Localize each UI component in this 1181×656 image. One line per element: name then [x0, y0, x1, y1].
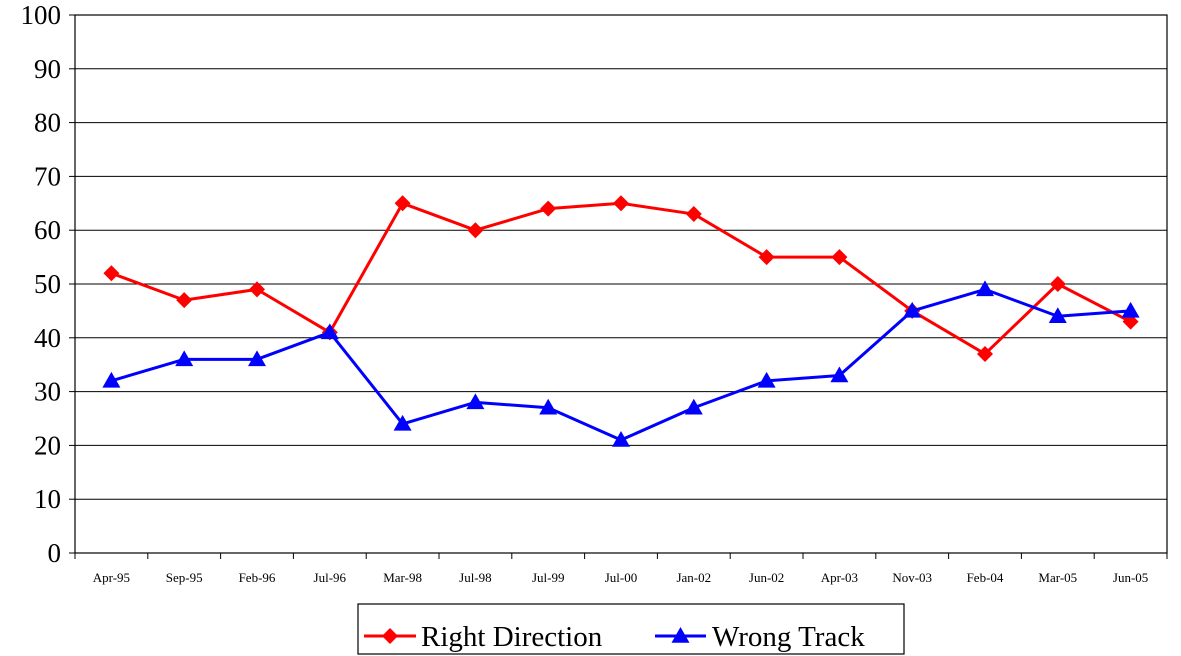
triangle-data-point — [1048, 307, 1067, 324]
x-tick-label: Jun-02 — [749, 570, 784, 585]
y-tick-label: 100 — [21, 0, 62, 30]
diamond-data-point — [249, 281, 265, 298]
y-tick-label: 40 — [34, 323, 61, 353]
x-tick-label: Jun-05 — [1113, 570, 1148, 585]
x-tick-label: Jul-98 — [459, 570, 492, 585]
legend: Right Direction Wrong Track — [357, 603, 905, 655]
x-tick-label: Feb-96 — [239, 570, 276, 585]
triangle-data-point — [903, 301, 922, 318]
diamond-legend-icon — [382, 628, 398, 644]
diamond-data-point — [977, 345, 993, 362]
triangle-data-point — [102, 371, 121, 388]
triangle-data-point — [248, 350, 266, 367]
x-tick-label: Jul-99 — [532, 570, 565, 585]
y-tick-label: 70 — [34, 161, 61, 191]
y-tick-label: 30 — [34, 377, 61, 407]
triangle-data-point — [393, 414, 412, 431]
legend-box — [357, 603, 905, 655]
y-tick-label: 10 — [34, 484, 61, 514]
y-tick-label: 50 — [34, 269, 61, 299]
legend-label: Wrong Track — [712, 621, 865, 653]
y-tick-label: 20 — [34, 430, 61, 460]
x-tick-label: Jul-96 — [314, 570, 347, 585]
diamond-data-point — [467, 222, 484, 239]
x-axis-ticks: Apr-95 Sep-95 Feb-96 Jul-96 Mar-98 Jul-98 Jul-… — [74, 553, 1168, 585]
x-tick-label: Sep-95 — [166, 570, 203, 585]
y-tick-label: 0 — [48, 538, 62, 568]
diamond-data-point — [1122, 313, 1139, 330]
triangle-data-point — [684, 398, 703, 415]
x-tick-label: Nov-03 — [892, 570, 932, 585]
diamond-data-point — [540, 200, 557, 217]
legend-item: Right Direction — [364, 621, 603, 653]
x-tick-label: Apr-03 — [821, 570, 858, 585]
triangle-data-point — [612, 431, 630, 447]
y-axis-ticks: 0 10 20 30 40 50 60 70 80 90 100 — [21, 0, 75, 568]
x-tick-label: Apr-95 — [93, 570, 130, 585]
series-wrong-track — [102, 280, 1140, 447]
x-tick-label: Mar-98 — [383, 570, 422, 585]
legend-item: Wrong Track — [655, 621, 865, 653]
series-group — [102, 195, 1140, 447]
triangle-data-point — [539, 398, 558, 415]
diamond-data-point — [176, 292, 193, 309]
y-tick-label: 80 — [34, 108, 61, 138]
triangle-data-point — [830, 366, 849, 383]
diamond-data-point — [103, 265, 120, 282]
diamond-data-point — [685, 206, 702, 223]
triangle-data-point — [320, 323, 339, 340]
series-line — [110, 201, 1132, 356]
diamond-data-point — [831, 249, 848, 266]
diamond-data-point — [758, 249, 775, 266]
triangle-data-point — [466, 393, 485, 410]
x-tick-label: Jul-00 — [605, 570, 638, 585]
series-right-direction — [103, 195, 1139, 362]
diamond-data-point — [613, 195, 629, 212]
triangle-data-point — [1121, 301, 1140, 318]
y-tick-label: 60 — [34, 215, 61, 245]
x-tick-label: Jan-02 — [676, 570, 711, 585]
x-tick-label: Mar-05 — [1038, 570, 1077, 585]
gridlines — [75, 14, 1167, 500]
triangle-legend-icon — [671, 627, 690, 643]
triangle-data-point — [757, 371, 776, 388]
diamond-data-point — [394, 195, 411, 212]
x-tick-label: Feb-04 — [967, 570, 1004, 585]
legend-label: Right Direction — [421, 621, 603, 653]
triangle-data-point — [175, 350, 194, 367]
diamond-data-point — [1049, 276, 1066, 292]
y-tick-label: 90 — [34, 54, 61, 84]
triangle-data-point — [976, 280, 994, 297]
